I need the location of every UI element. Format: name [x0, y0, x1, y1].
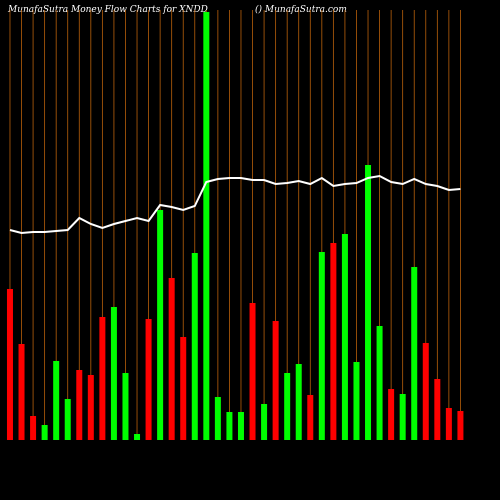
bar — [318, 252, 325, 440]
bar — [457, 411, 464, 440]
chart-subtitle: () MunafaSutra.com — [255, 4, 347, 15]
chart-title: MunafaSutra Money Flow Charts for XNDD — [7, 5, 208, 15]
bar — [180, 337, 187, 440]
bar — [434, 379, 441, 440]
bar — [284, 373, 291, 440]
bar — [64, 399, 71, 440]
bar — [134, 434, 141, 440]
bar — [226, 412, 233, 440]
bar — [41, 425, 48, 440]
bar — [422, 343, 429, 440]
bar — [399, 394, 406, 440]
bar — [341, 234, 348, 440]
bar — [411, 267, 418, 440]
bar — [87, 375, 94, 440]
bar — [261, 404, 268, 440]
bar — [249, 303, 256, 440]
bar — [272, 321, 279, 440]
bar — [445, 408, 452, 440]
bar — [110, 307, 117, 440]
bar — [18, 344, 25, 440]
bar — [330, 243, 337, 440]
bar — [237, 412, 244, 440]
bar — [76, 370, 83, 440]
bar — [353, 362, 360, 440]
money-flow-line — [9, 174, 461, 235]
bar — [168, 278, 175, 440]
bar — [388, 389, 395, 440]
bar — [365, 165, 372, 440]
bar — [30, 416, 37, 440]
bar — [203, 12, 210, 440]
bar — [122, 373, 129, 440]
bar — [214, 397, 221, 440]
bar — [191, 253, 198, 440]
bar — [295, 364, 302, 440]
bar — [145, 319, 152, 440]
bar — [99, 317, 106, 440]
bar — [53, 361, 60, 440]
bar — [376, 326, 383, 440]
bar — [307, 395, 314, 440]
bar — [157, 210, 164, 440]
bar — [6, 289, 13, 440]
